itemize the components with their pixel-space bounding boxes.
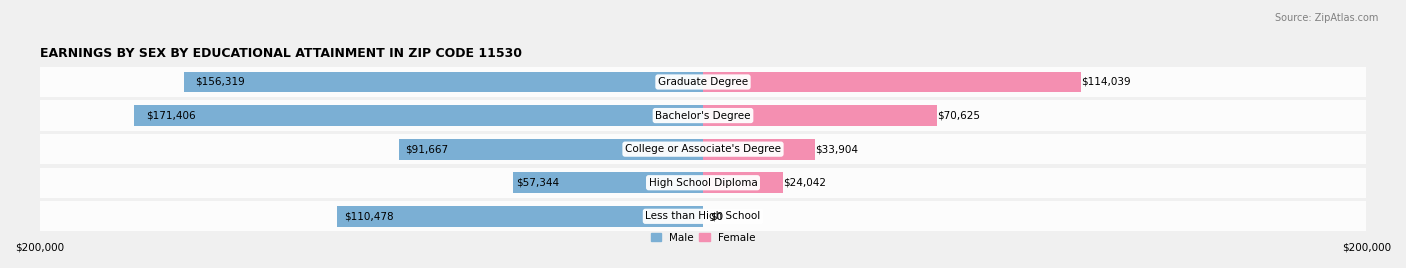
Bar — [39, 201, 1367, 232]
Bar — [703, 139, 815, 159]
Text: $57,344: $57,344 — [516, 178, 560, 188]
Bar — [39, 100, 1367, 131]
Text: Less than High School: Less than High School — [645, 211, 761, 221]
Text: $171,406: $171,406 — [146, 111, 195, 121]
Text: Source: ZipAtlas.com: Source: ZipAtlas.com — [1274, 13, 1378, 23]
Bar — [513, 172, 703, 193]
Bar — [135, 105, 703, 126]
Text: $156,319: $156,319 — [195, 77, 245, 87]
Text: $91,667: $91,667 — [405, 144, 449, 154]
Bar — [703, 72, 1081, 92]
Bar — [336, 206, 703, 227]
Bar — [703, 105, 938, 126]
Bar — [39, 134, 1367, 164]
Text: $24,042: $24,042 — [783, 178, 825, 188]
Bar — [399, 139, 703, 159]
Text: $114,039: $114,039 — [1081, 77, 1130, 87]
Bar — [39, 67, 1367, 97]
Text: College or Associate's Degree: College or Associate's Degree — [626, 144, 780, 154]
Text: EARNINGS BY SEX BY EDUCATIONAL ATTAINMENT IN ZIP CODE 11530: EARNINGS BY SEX BY EDUCATIONAL ATTAINMEN… — [39, 47, 522, 60]
Bar — [184, 72, 703, 92]
Bar — [39, 168, 1367, 198]
Text: High School Diploma: High School Diploma — [648, 178, 758, 188]
Text: Bachelor's Degree: Bachelor's Degree — [655, 111, 751, 121]
Legend: Male, Female: Male, Female — [647, 229, 759, 247]
Text: $33,904: $33,904 — [815, 144, 859, 154]
Text: $110,478: $110,478 — [344, 211, 394, 221]
Bar — [703, 172, 783, 193]
Text: $0: $0 — [710, 211, 723, 221]
Text: Graduate Degree: Graduate Degree — [658, 77, 748, 87]
Text: $70,625: $70,625 — [938, 111, 980, 121]
